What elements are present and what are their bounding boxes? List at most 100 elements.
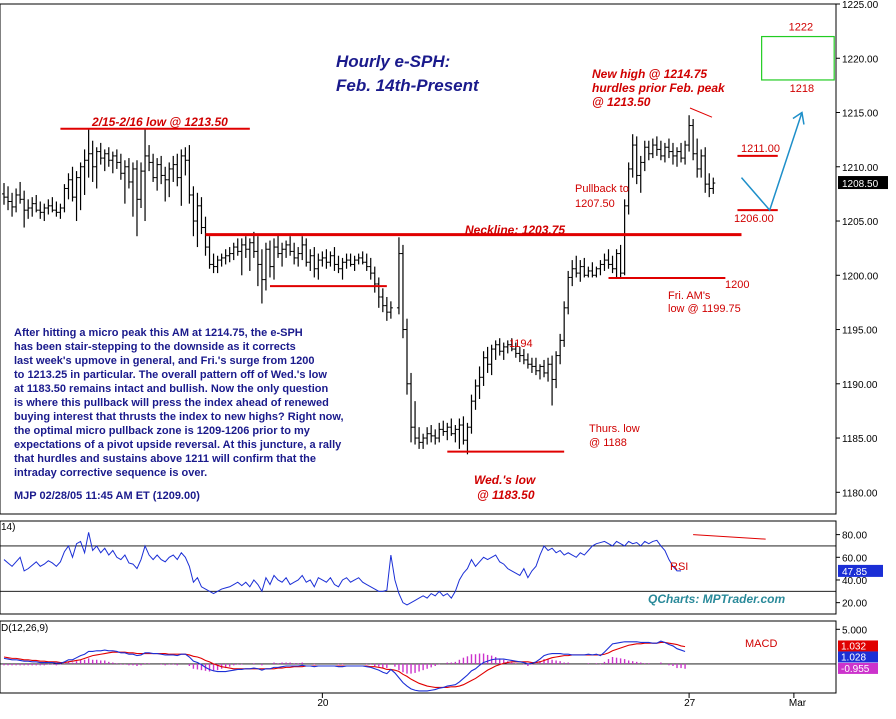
- annotation-wed-low-2: @ 1183.50: [477, 488, 535, 502]
- price-bar: [324, 249, 329, 269]
- price-bar: [485, 346, 490, 373]
- price-bar: [590, 262, 595, 278]
- price-bar: [66, 173, 71, 200]
- price-bar: [199, 197, 204, 235]
- annotation-1206: 1206.00: [734, 213, 774, 225]
- price-bar: [578, 260, 583, 282]
- price-bar: [143, 128, 148, 222]
- price-bar: [231, 242, 236, 261]
- price-bar: [679, 142, 684, 163]
- price-bar: [622, 199, 627, 276]
- target-box-rect: [761, 35, 835, 81]
- rsi-series-label: RSI: [670, 561, 688, 573]
- macd-lines: [0, 640, 836, 692]
- price-bar: [139, 162, 144, 208]
- annotation-pullback-1: Pullback to: [575, 183, 629, 195]
- annotation-new-high-1: New high @ 1214.75: [592, 67, 707, 81]
- price-tick-label-0: 1180.00: [842, 488, 878, 499]
- price-bar: [376, 277, 381, 308]
- price-bar: [421, 433, 426, 449]
- price-bar: [614, 249, 619, 278]
- price-bar: [517, 346, 522, 363]
- credit-text: QCharts: MPTrader.com: [648, 592, 785, 606]
- price-bar: [409, 372, 414, 443]
- price-bar: [598, 260, 603, 276]
- price-bar: [453, 425, 458, 443]
- price-bar: [501, 342, 506, 360]
- price-bar: [469, 394, 474, 434]
- commentary-line-4: to 1213.25 in particular. The overall pa…: [14, 369, 327, 381]
- price-bar: [247, 238, 252, 271]
- price-bar: [159, 155, 164, 185]
- commentary-line-5: at 1183.50 remains intact and bullish. N…: [14, 383, 328, 395]
- price-bar: [316, 253, 321, 280]
- rsi-tick-label-2: 60.00: [842, 553, 867, 564]
- rsi-pane-label: 14): [1, 522, 15, 533]
- price-bar: [566, 270, 571, 315]
- annotation-pullback-2: 1207.50: [575, 198, 615, 210]
- price-bar: [497, 338, 502, 356]
- price-bar: [400, 244, 405, 339]
- price-bar: [6, 186, 11, 211]
- price-bar: [320, 251, 325, 267]
- price-bar: [187, 145, 192, 204]
- rsi-tick-label-3: 80.00: [842, 531, 867, 542]
- price-pane: 1222 1218 1180.00 1185.00 1190.00 1195.00 120…: [2, 0, 888, 502]
- macd-value-label-0: 1.032: [841, 641, 866, 652]
- x-tick-label-2: Mar: [789, 698, 807, 709]
- rsi-tick-label-0: 20.00: [842, 599, 867, 610]
- price-bar: [610, 255, 615, 274]
- price-bar: [276, 234, 281, 258]
- price-bar: [699, 149, 704, 178]
- price-bar: [300, 236, 305, 261]
- price-bar: [235, 238, 240, 256]
- projection-path: [740, 111, 805, 212]
- price-bar: [445, 422, 450, 441]
- price-bar: [513, 342, 518, 358]
- price-bar: [533, 357, 538, 376]
- price-bar: [642, 140, 647, 172]
- price-bar: [114, 149, 119, 169]
- price-bar: [429, 425, 434, 443]
- target-box: 1222 1218: [761, 22, 835, 95]
- price-bar: [70, 166, 75, 202]
- price-bar: [425, 427, 430, 445]
- price-bar: [509, 338, 514, 352]
- macd-pane-label: D(12,26,9): [1, 623, 48, 634]
- commentary-line-11: intraday corrective sequence is over.: [14, 467, 207, 479]
- price-bar: [122, 160, 127, 204]
- rsi-divergence-line: [693, 534, 766, 540]
- price-bar: [457, 418, 462, 449]
- price-bar: [191, 186, 196, 237]
- price-bar: [368, 257, 373, 280]
- price-bar: [364, 253, 369, 271]
- price-bar: [344, 253, 349, 269]
- commentary-line-12: MJP 02/28/05 11:45 AM ET (1209.00): [14, 490, 200, 502]
- price-tick-label-3: 1195.00: [842, 326, 878, 337]
- rsi-line: [3, 532, 682, 606]
- price-bar: [304, 238, 309, 267]
- price-bar: [417, 427, 422, 449]
- price-bar: [691, 119, 696, 161]
- annotation-new-high-3: @ 1213.50: [592, 95, 651, 109]
- price-bar: [106, 147, 111, 167]
- price-bar: [255, 236, 260, 287]
- price-bar: [683, 140, 688, 165]
- price-bar: [666, 138, 671, 159]
- price-bar: [586, 266, 591, 278]
- price-bar: [215, 255, 220, 274]
- price-bar: [658, 140, 663, 161]
- rsi-lines: [0, 532, 836, 606]
- price-bar: [638, 155, 643, 193]
- price-bar: [86, 128, 91, 178]
- price-bar: [163, 166, 168, 202]
- price-bar: [308, 249, 313, 271]
- price-bar: [525, 353, 530, 369]
- annotation-1194: 1194: [509, 338, 533, 350]
- price-bar: [219, 253, 224, 267]
- price-tick-label-5: 1205.00: [842, 217, 879, 228]
- rsi-pane: 20.00 40.00 60.00 80.00 47.85 14) RSI QChart…: [0, 522, 883, 610]
- price-bar: [630, 134, 635, 178]
- price-bar: [433, 429, 438, 445]
